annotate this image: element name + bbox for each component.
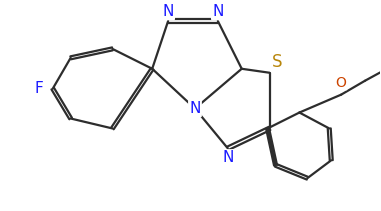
Text: S: S xyxy=(272,53,282,71)
Text: N: N xyxy=(189,101,201,116)
Text: N: N xyxy=(212,4,224,19)
Text: O: O xyxy=(336,76,347,90)
Text: F: F xyxy=(34,81,43,96)
Text: N: N xyxy=(222,150,234,165)
Text: N: N xyxy=(162,4,174,19)
